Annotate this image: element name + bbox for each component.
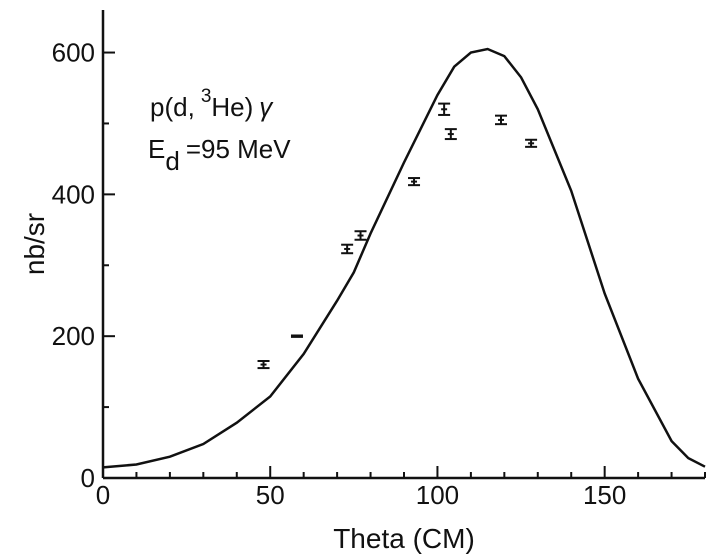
data-point <box>290 334 303 338</box>
reaction-label: p(d, 3He) γ <box>150 86 274 122</box>
data-point <box>438 102 451 116</box>
x-axis-title: Theta (CM) <box>333 523 475 554</box>
reaction-label-gamma: γ <box>259 92 274 122</box>
reaction-label-part2: He) <box>211 92 253 122</box>
axes <box>101 10 705 480</box>
theory-curve <box>102 47 706 469</box>
y-axis-title: nb/sr <box>19 213 50 275</box>
energy-label-value: =95 MeV <box>186 134 291 164</box>
x-tick-label: 100 <box>416 480 459 510</box>
data-point <box>341 243 354 255</box>
y-tick-label: 600 <box>52 38 95 68</box>
data-point <box>494 114 507 126</box>
energy-label: Ed =95 MeV <box>148 134 291 176</box>
data-point <box>525 138 538 148</box>
energy-label-e: E <box>148 134 165 164</box>
data-points <box>257 102 538 370</box>
x-tick-label: 150 <box>583 480 626 510</box>
x-tick-label: 0 <box>96 480 110 510</box>
reaction-label-part1: p(d, <box>150 92 195 122</box>
x-ticks: 0 50 100 150 <box>96 466 706 510</box>
data-point <box>444 128 457 141</box>
data-point <box>408 177 421 187</box>
data-point <box>354 230 367 241</box>
annotation: p(d, 3He) γ Ed =95 MeV <box>148 86 291 176</box>
y-tick-label: 0 <box>81 463 95 493</box>
y-tick-label: 200 <box>52 321 95 351</box>
data-point <box>257 360 270 370</box>
y-tick-label: 400 <box>52 179 95 209</box>
x-tick-label: 50 <box>256 480 285 510</box>
energy-label-subscript: d <box>165 146 179 176</box>
reaction-label-superscript: 3 <box>201 86 212 107</box>
y-ticks: 0 200 400 600 <box>52 38 115 493</box>
